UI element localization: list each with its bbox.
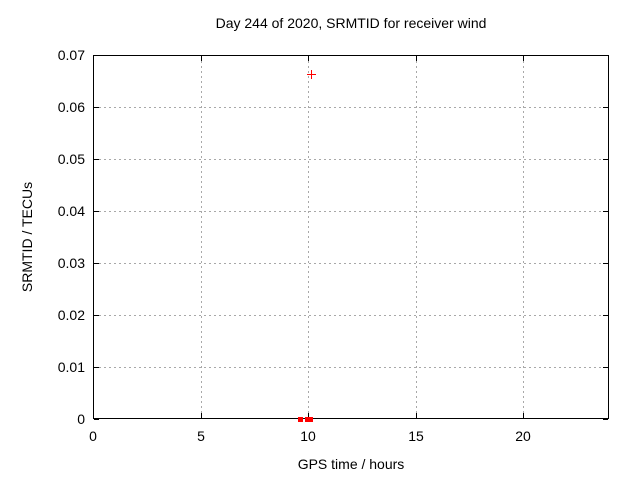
x-tick-label: 15 [408, 428, 424, 444]
plot-area [93, 55, 609, 419]
gridline-horizontal [94, 263, 608, 264]
y-tick-left [94, 367, 99, 368]
x-tick-top [523, 56, 524, 61]
y-tick-label: 0 [77, 411, 85, 427]
x-tick-bottom [308, 413, 309, 418]
gridline-horizontal [94, 315, 608, 316]
y-tick-right [603, 367, 608, 368]
gridline-horizontal [94, 367, 608, 368]
data-point-square [305, 417, 310, 422]
x-tick-bottom [93, 413, 94, 418]
x-tick-top [201, 56, 202, 61]
y-tick-label: 0.03 [57, 255, 85, 271]
x-tick-label: 5 [197, 428, 205, 444]
y-tick-right [603, 419, 608, 420]
x-tick-bottom [416, 413, 417, 418]
x-tick-top [416, 56, 417, 61]
data-point-square [308, 417, 313, 422]
y-tick-left [94, 159, 99, 160]
y-tick-left [94, 419, 99, 420]
y-tick-left [94, 315, 99, 316]
y-tick-label: 0.07 [57, 47, 85, 63]
y-tick-left [94, 211, 99, 212]
y-tick-right [603, 263, 608, 264]
y-tick-right [603, 159, 608, 160]
y-tick-label: 0.06 [57, 99, 85, 115]
gridline-horizontal [94, 211, 608, 212]
y-tick-left [94, 55, 99, 56]
gridline-vertical [201, 56, 202, 418]
x-axis-title: GPS time / hours [297, 456, 405, 472]
chart-title: Day 244 of 2020, SRMTID for receiver win… [215, 15, 487, 31]
y-tick-label: 0.02 [57, 307, 85, 323]
y-axis-title: SRMTID / TECUs [19, 181, 35, 293]
y-tick-right [603, 107, 608, 108]
y-tick-right [603, 211, 608, 212]
x-tick-bottom [523, 413, 524, 418]
x-tick-label: 10 [300, 428, 316, 444]
gridline-vertical [523, 56, 524, 418]
x-tick-top [308, 56, 309, 61]
y-tick-label: 0.04 [57, 203, 85, 219]
y-tick-left [94, 107, 99, 108]
x-tick-label: 20 [515, 428, 531, 444]
gridline-vertical [308, 56, 309, 418]
gridline-horizontal [94, 159, 608, 160]
y-tick-label: 0.01 [57, 359, 85, 375]
y-tick-left [94, 263, 99, 264]
gridline-horizontal [94, 107, 608, 108]
x-tick-label: 0 [89, 428, 97, 444]
y-tick-right [603, 55, 608, 56]
y-tick-label: 0.05 [57, 151, 85, 167]
y-tick-right [603, 315, 608, 316]
gridline-vertical [416, 56, 417, 418]
x-tick-bottom [201, 413, 202, 418]
data-point-square [298, 417, 303, 422]
plus-vertical-stroke [311, 70, 312, 79]
x-tick-top [93, 56, 94, 61]
